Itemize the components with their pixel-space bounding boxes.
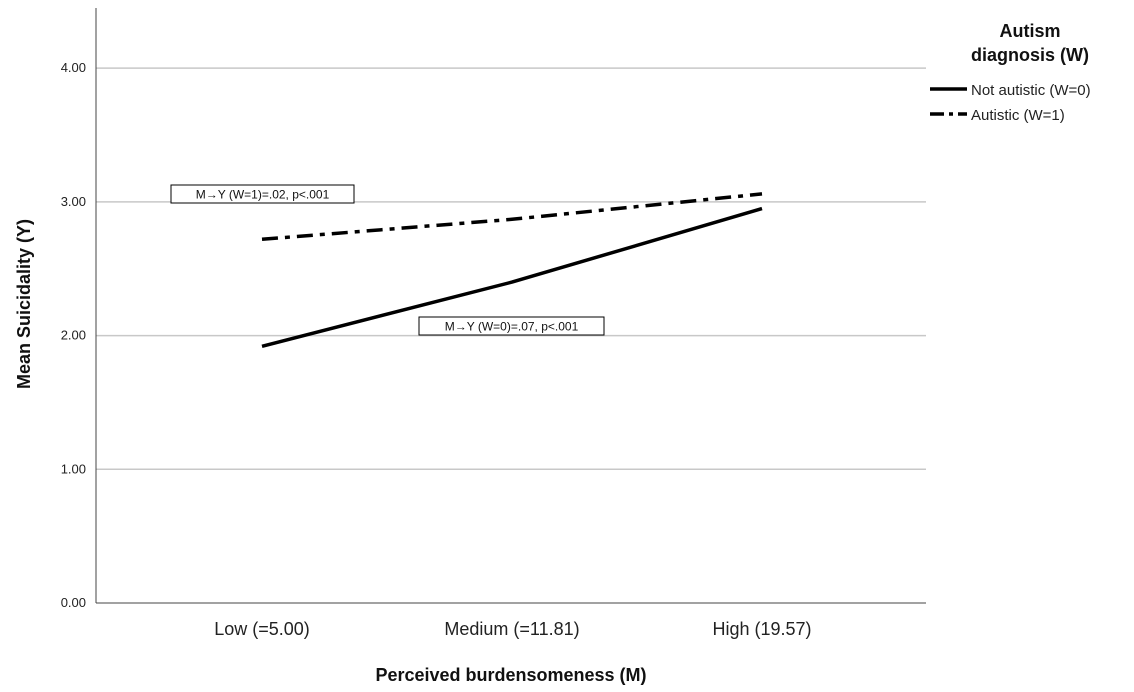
y-tick-label: 4.00 xyxy=(61,60,86,75)
axes xyxy=(95,8,926,604)
y-tick-label: 0.00 xyxy=(61,595,86,610)
x-axis-title: Perceived burdensomeness (M) xyxy=(375,665,646,685)
x-tick-label: High (19.57) xyxy=(712,619,811,639)
y-tick-label: 2.00 xyxy=(61,328,86,343)
annotation-box-autistic xyxy=(170,184,355,204)
series-line-not-autistic xyxy=(261,206,763,348)
y-tick-labels: 0.00 1.00 2.00 3.00 4.00 xyxy=(61,60,86,610)
annotation-text-not-autistic: M→Y (W=0)=.07, p<.001 xyxy=(445,320,579,334)
x-tick-labels: Low (=5.00) Medium (=11.81) High (19.57) xyxy=(214,619,811,639)
legend: Autism diagnosis (W) Not autistic (W=0) … xyxy=(930,21,1091,124)
x-tick-label: Medium (=11.81) xyxy=(444,619,579,639)
series-lines xyxy=(261,192,763,348)
annotation-box-not-autistic xyxy=(418,316,605,336)
annotation-not-autistic: M→Y (W=0)=.07, p<.001 xyxy=(418,316,605,336)
x-tick-label: Low (=5.00) xyxy=(214,619,310,639)
y-tick-label: 3.00 xyxy=(61,194,86,209)
gridlines xyxy=(96,67,926,471)
legend-title-line-2: diagnosis (W) xyxy=(971,45,1089,65)
annotation-autistic: M→Y (W=1)=.02, p<.001 xyxy=(170,184,355,204)
legend-label-not-autistic: Not autistic (W=0) xyxy=(971,82,1091,99)
annotation-text-autistic: M→Y (W=1)=.02, p<.001 xyxy=(196,188,330,202)
y-tick-label: 1.00 xyxy=(61,461,86,476)
series-line-autistic xyxy=(261,192,763,242)
legend-label-autistic: Autistic (W=1) xyxy=(971,107,1065,124)
legend-title-line-1: Autism xyxy=(999,21,1060,41)
y-axis-title: Mean Suicidality (Y) xyxy=(14,219,34,389)
